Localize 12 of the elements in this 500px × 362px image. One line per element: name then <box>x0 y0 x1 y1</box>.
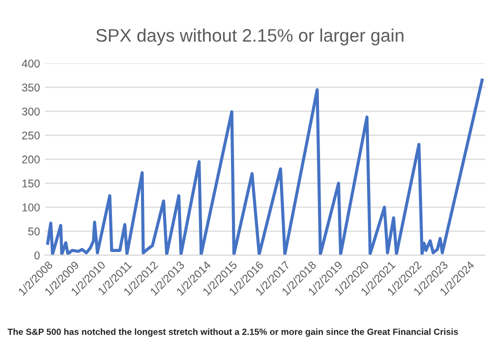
y-tick-label: 100 <box>22 204 40 212</box>
y-tick-label: 300 <box>22 108 40 116</box>
y-tick-label: 350 <box>22 84 40 92</box>
y-tick-label: 150 <box>22 180 40 188</box>
line-series <box>46 78 484 256</box>
y-tick-label: 250 <box>22 132 40 140</box>
chart-title: SPX days without 2.15% or larger gain <box>96 28 404 46</box>
y-tick-label: 200 <box>22 156 40 164</box>
y-tick-label: 400 <box>22 60 40 68</box>
y-tick-label: 50 <box>28 227 40 236</box>
y-tick-label: 0 <box>34 251 40 260</box>
text: The S&P 500 has notched the longest stretch without a 2.15% or more gain since the Great Financial Crisis <box>8 328 458 337</box>
